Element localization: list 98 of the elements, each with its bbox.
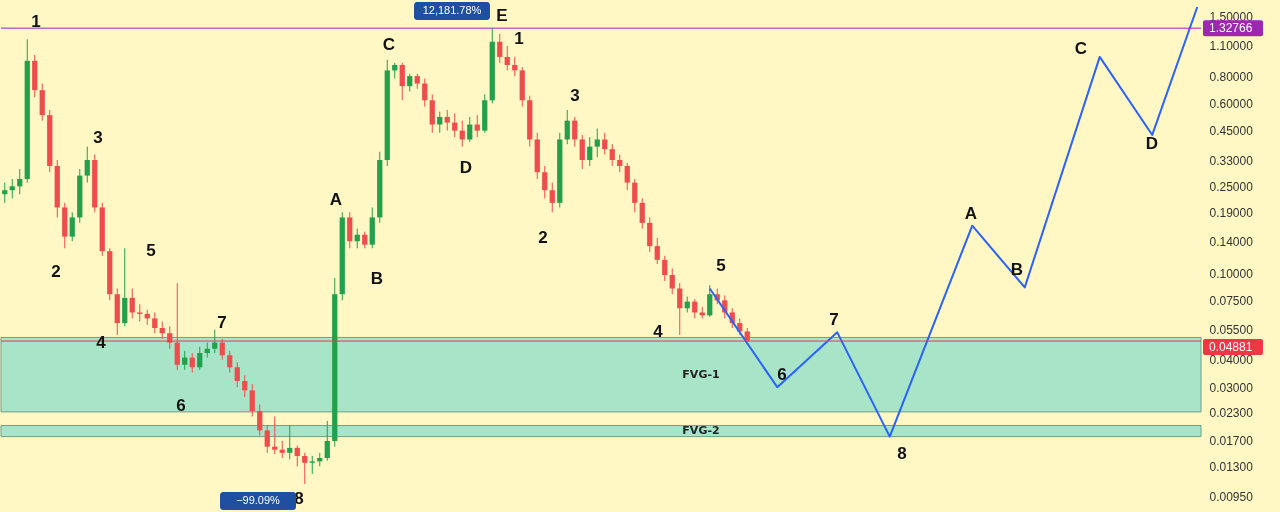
annotation: 5 bbox=[146, 241, 156, 260]
annotation: 12,181.78% bbox=[422, 4, 482, 16]
candlestick bbox=[444, 109, 450, 132]
candlestick bbox=[422, 78, 428, 108]
annotation: 1 bbox=[31, 12, 41, 31]
candlestick bbox=[197, 346, 203, 371]
band-label: FVG-2 bbox=[682, 424, 720, 438]
band-label: FVG-1 bbox=[682, 367, 720, 381]
candlestick bbox=[152, 311, 158, 334]
candlestick bbox=[437, 111, 443, 134]
annotation: D bbox=[459, 158, 473, 177]
annotation: 3 bbox=[93, 128, 103, 147]
y-tick-label: 1.10000 bbox=[1209, 39, 1254, 54]
annotation: 2 bbox=[538, 228, 548, 247]
candlestick bbox=[707, 284, 713, 318]
candlestick bbox=[609, 143, 615, 167]
candlestick bbox=[257, 403, 263, 437]
annotation: 6 bbox=[176, 396, 186, 415]
y-tick-label: 0.45000 bbox=[1209, 124, 1254, 139]
y-tick-label: 0.14000 bbox=[1209, 234, 1254, 249]
candlestick bbox=[579, 134, 585, 170]
annotation: B bbox=[1010, 260, 1024, 279]
candlestick bbox=[669, 267, 675, 295]
candlestick bbox=[242, 374, 248, 398]
y-tick-label: 0.02300 bbox=[1209, 405, 1254, 420]
candlestick bbox=[662, 255, 668, 282]
candlestick bbox=[647, 216, 653, 253]
y-tick-label: 0.05500 bbox=[1209, 323, 1254, 338]
annotation: 1 bbox=[514, 29, 524, 48]
annotation: 2 bbox=[51, 262, 61, 281]
candlestick bbox=[84, 146, 90, 184]
ref-line-label: 0.04881 bbox=[1209, 340, 1253, 355]
candlestick bbox=[654, 237, 660, 265]
candlestick bbox=[294, 445, 300, 467]
candlestick bbox=[504, 45, 510, 71]
y-tick-label: 0.33000 bbox=[1209, 153, 1254, 168]
annotation: 4 bbox=[653, 322, 664, 341]
y-tick-label: 0.03000 bbox=[1209, 380, 1254, 395]
candlestick bbox=[249, 383, 255, 418]
annotation: 6 bbox=[777, 365, 787, 384]
candlestick bbox=[129, 288, 135, 319]
candlestick bbox=[324, 420, 330, 462]
y-tick-label: 0.10000 bbox=[1209, 266, 1254, 281]
candlestick bbox=[174, 282, 180, 371]
candlestick bbox=[587, 136, 593, 167]
y-tick-label: 0.80000 bbox=[1209, 69, 1254, 84]
candlestick bbox=[624, 162, 630, 191]
candlestick bbox=[639, 197, 645, 230]
candlestick bbox=[264, 425, 270, 454]
candlestick bbox=[182, 350, 188, 371]
candlestick bbox=[287, 425, 293, 460]
y-tick-label: 0.04000 bbox=[1209, 353, 1254, 368]
candlestick bbox=[399, 62, 405, 101]
candlestick bbox=[69, 211, 75, 242]
y-tick-label: 0.19000 bbox=[1209, 205, 1254, 220]
candlestick bbox=[572, 116, 578, 148]
candlestick bbox=[219, 338, 225, 361]
candlestick bbox=[474, 114, 480, 138]
annotation: B bbox=[370, 269, 384, 288]
annotation: −99.09% bbox=[236, 494, 281, 506]
y-tick-label: 0.00950 bbox=[1209, 489, 1254, 504]
candlestick bbox=[497, 33, 503, 64]
y-tick-label: 0.07500 bbox=[1209, 293, 1254, 308]
candlestick bbox=[227, 350, 233, 374]
annotation: 7 bbox=[829, 310, 839, 329]
annotation: 4 bbox=[96, 333, 107, 352]
candlestick bbox=[272, 416, 278, 455]
y-tick-label: 0.25000 bbox=[1209, 179, 1254, 194]
candlestick bbox=[302, 452, 308, 485]
ref-line-label: 1.32766 bbox=[1209, 21, 1253, 36]
candlestick bbox=[2, 182, 8, 204]
annotation: C bbox=[382, 35, 396, 54]
y-tick-label: 0.01700 bbox=[1209, 434, 1254, 449]
annotation: E bbox=[496, 6, 508, 25]
candlestick bbox=[347, 211, 353, 249]
annotation: 3 bbox=[570, 86, 580, 105]
candlestick bbox=[17, 168, 23, 195]
candlestick bbox=[677, 282, 683, 336]
y-tick-label: 0.01300 bbox=[1209, 459, 1254, 474]
candlestick bbox=[234, 361, 240, 388]
annotation: C bbox=[1074, 39, 1088, 58]
candlestick bbox=[632, 178, 638, 213]
candlestick bbox=[542, 165, 548, 199]
candlestick bbox=[564, 109, 570, 145]
candlestick bbox=[9, 178, 15, 199]
candlestick bbox=[594, 128, 600, 158]
y-tick-label: 0.60000 bbox=[1209, 96, 1254, 111]
annotation: 8 bbox=[897, 444, 907, 463]
candlestick bbox=[212, 329, 218, 354]
candlestick bbox=[467, 116, 473, 143]
candlestick bbox=[602, 132, 608, 155]
annotation: A bbox=[329, 190, 343, 209]
annotation: A bbox=[964, 204, 978, 223]
candlestick bbox=[452, 112, 458, 138]
annotation: D bbox=[1145, 134, 1159, 153]
annotation: 5 bbox=[716, 256, 726, 275]
annotation: 7 bbox=[217, 313, 227, 332]
candlestick bbox=[549, 182, 555, 213]
